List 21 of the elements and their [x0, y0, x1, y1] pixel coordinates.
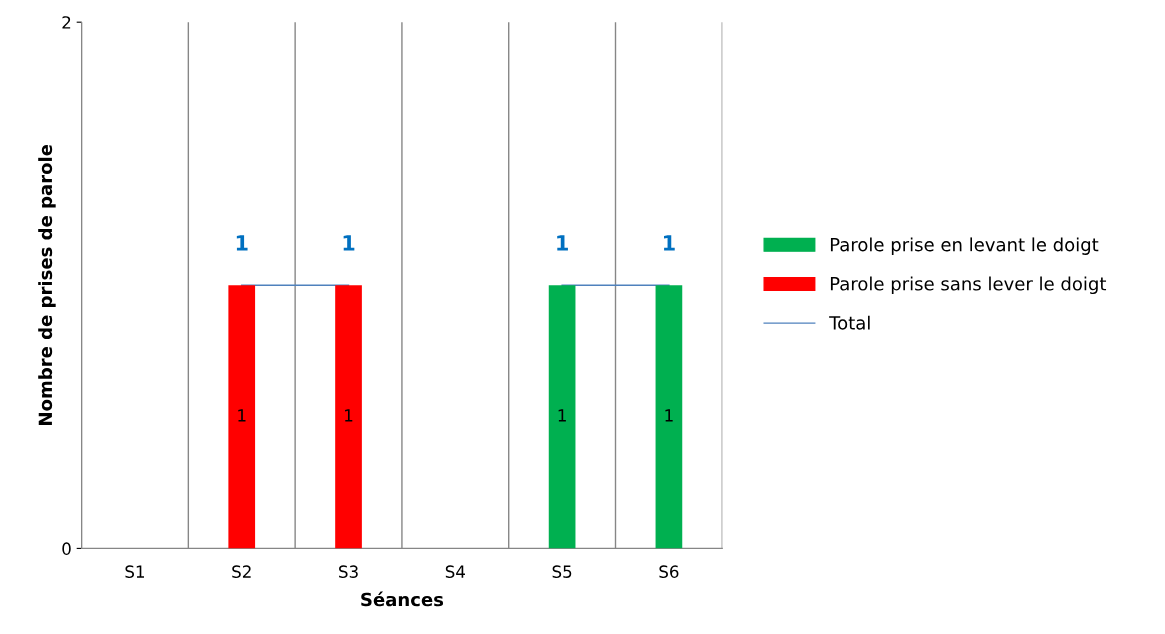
x-tick-label: S4: [445, 565, 465, 578]
x-axis-title: Séances: [361, 591, 444, 607]
data-label: 1: [238, 409, 246, 422]
data-label: 1: [665, 409, 673, 422]
data-label: 1: [558, 409, 566, 422]
total-label: 1: [343, 235, 355, 251]
x-tick-label: S2: [232, 565, 251, 578]
total-label: 1: [557, 235, 568, 251]
y-axis-title: Nombre de prises de parole: [38, 144, 56, 425]
x-tick-label: S1: [125, 565, 144, 578]
x-tick-label: S5: [552, 565, 572, 578]
y-tick-label: 2: [62, 16, 71, 29]
total-label: 1: [664, 235, 675, 251]
x-tick-label: S3: [339, 565, 358, 578]
total-label: 1: [236, 235, 248, 251]
legend-label: Total: [829, 315, 870, 330]
x-tick-label: S6: [659, 565, 679, 578]
data-label: 1: [345, 409, 353, 422]
legend-label: Parole prise sans lever le doigt: [830, 276, 1107, 295]
y-tick-label: 0: [62, 542, 71, 555]
legend-label: Parole prise en levant le doigt: [830, 237, 1099, 255]
